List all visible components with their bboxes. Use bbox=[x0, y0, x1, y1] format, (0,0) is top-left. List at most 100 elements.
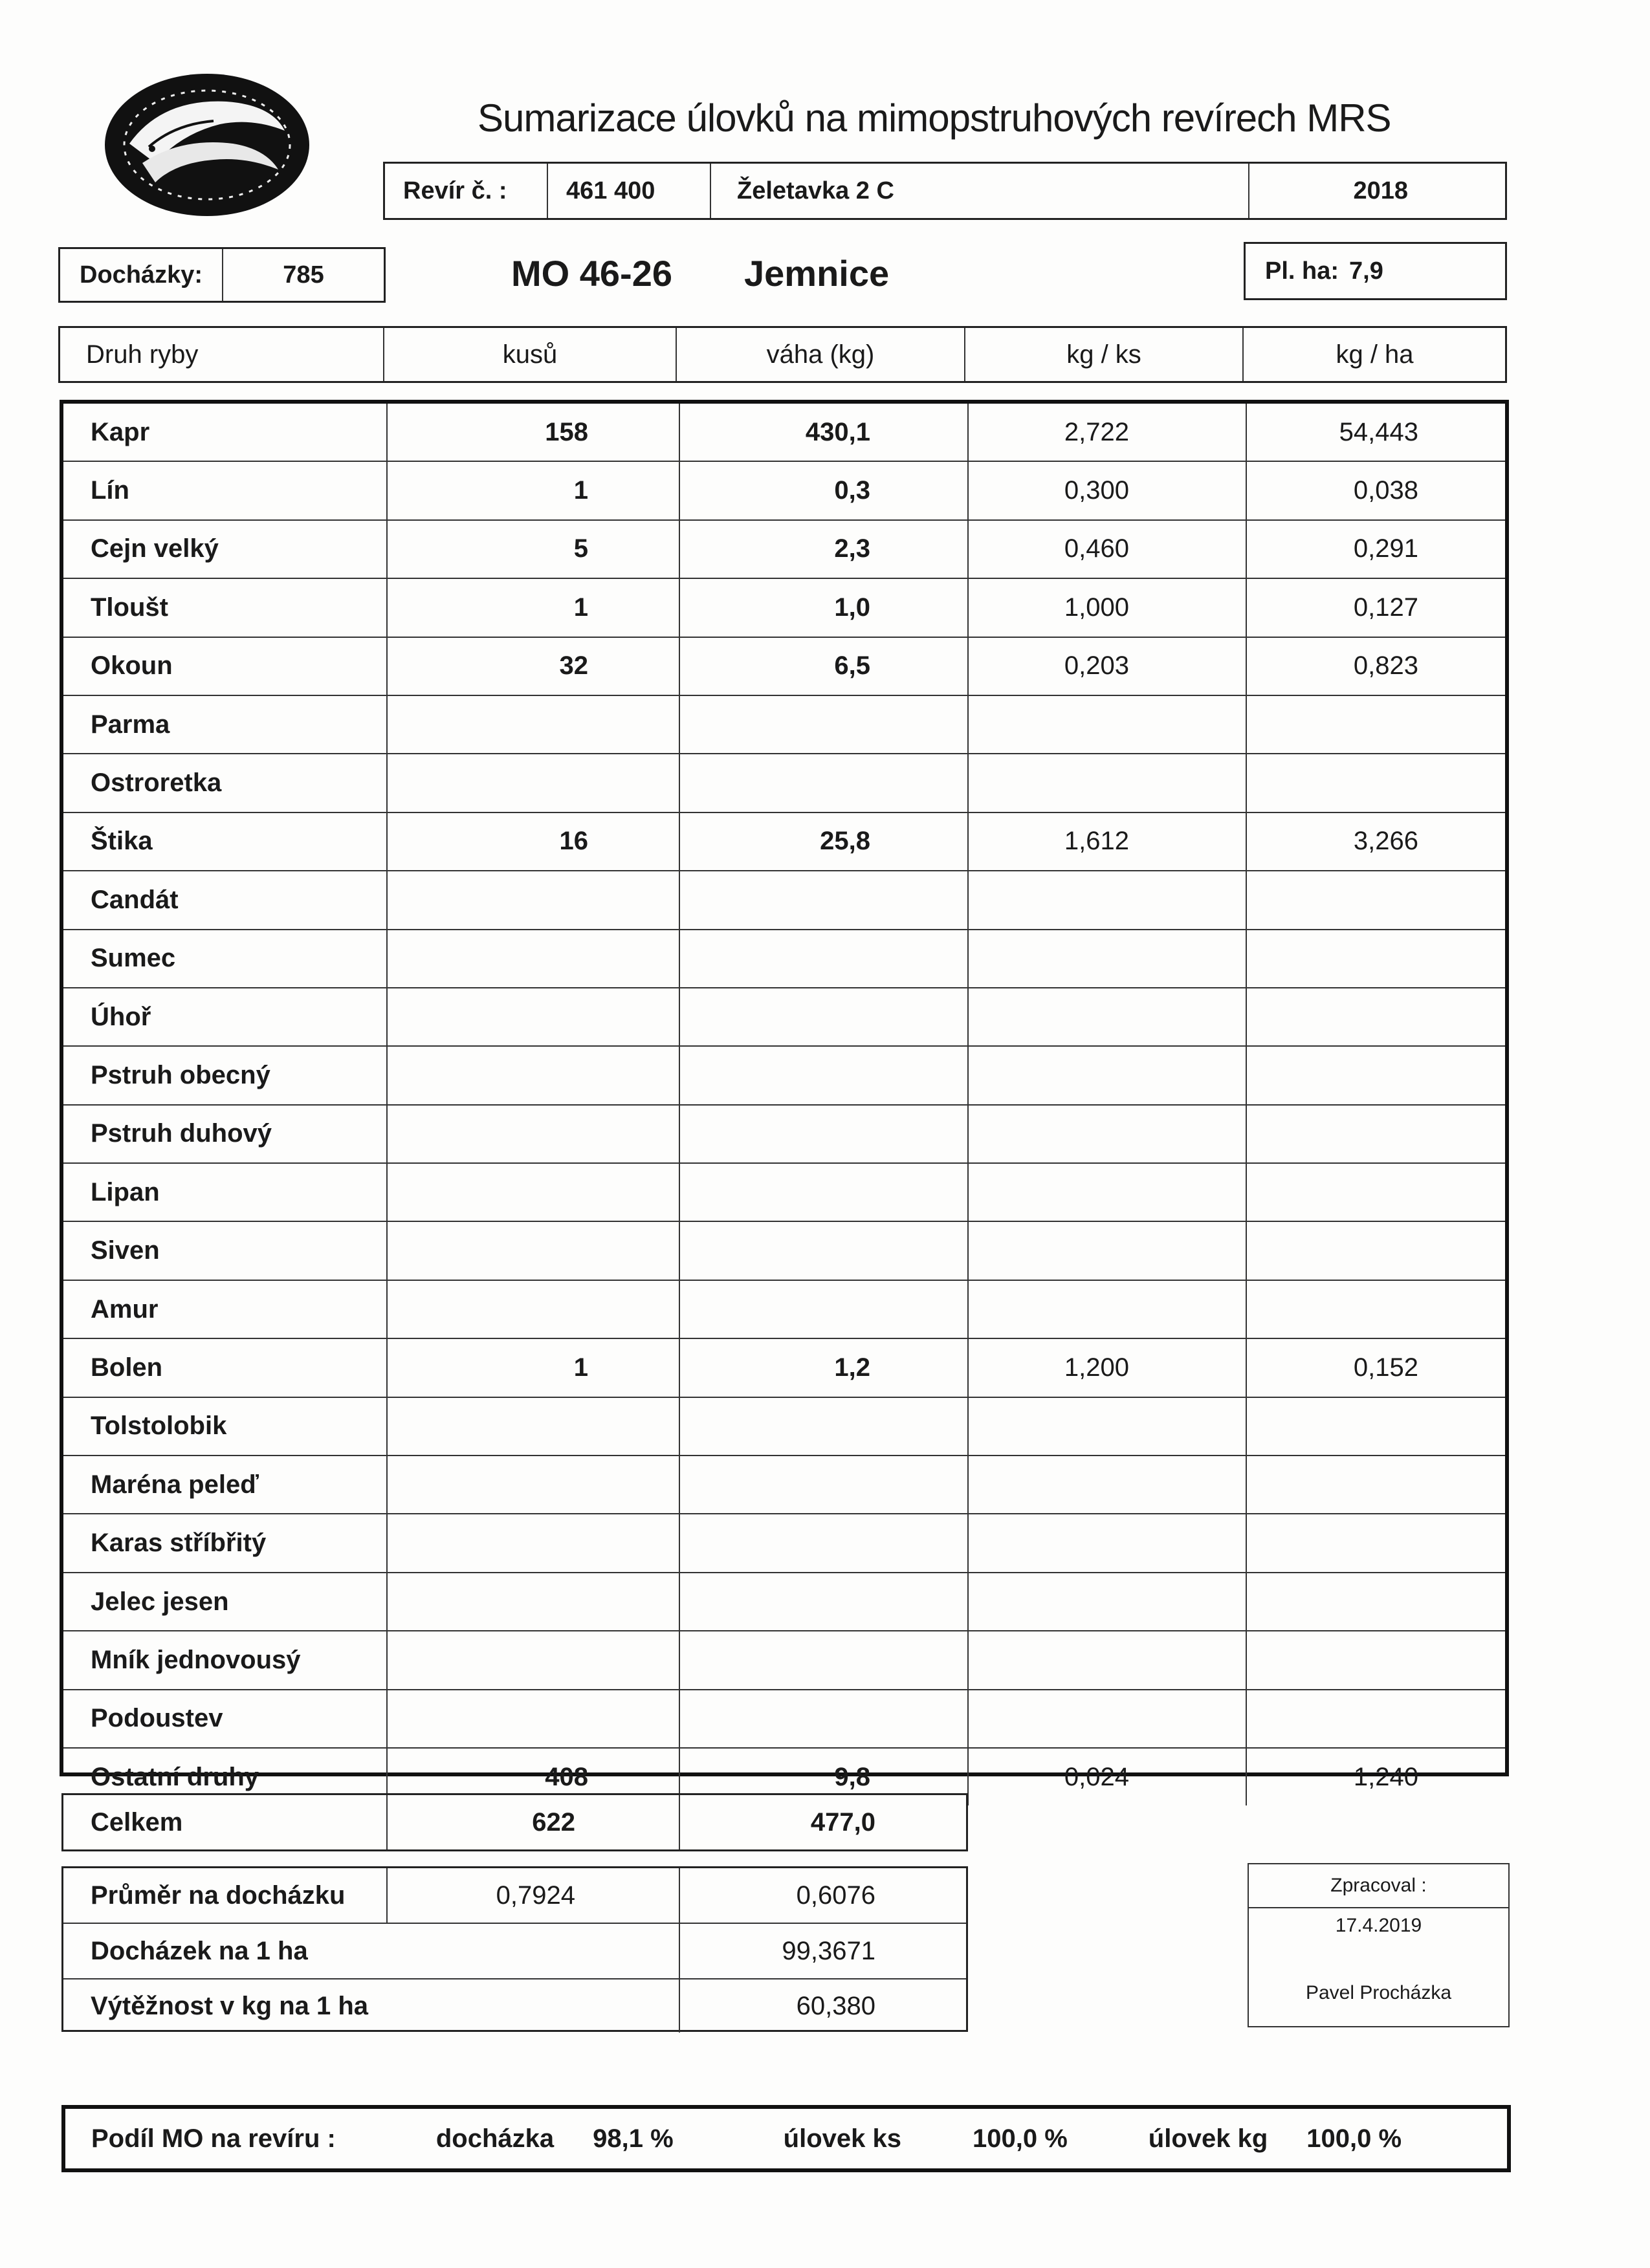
kg-per-piece-cell bbox=[969, 1105, 1247, 1163]
count-cell bbox=[388, 1456, 680, 1514]
kg-per-piece-cell bbox=[969, 695, 1247, 754]
dochazky-box: Docházky: 785 bbox=[58, 247, 386, 303]
total-weight: 477,0 bbox=[810, 1807, 875, 1837]
average-per-visit-label: Průměr na docházku bbox=[63, 1868, 388, 1923]
table-row: Amur bbox=[63, 1280, 1505, 1340]
kg-per-ha-cell bbox=[1247, 1398, 1509, 1455]
kg-per-piece-cell: 0,300 bbox=[969, 462, 1247, 519]
table-row: Siven bbox=[63, 1222, 1505, 1281]
weight-cell: 25,8 bbox=[680, 812, 969, 871]
species-name: Siven bbox=[63, 1222, 388, 1280]
weight-cell bbox=[680, 1047, 969, 1104]
weight-cell bbox=[680, 930, 969, 987]
species-name: Pstruh obecný bbox=[63, 1047, 388, 1104]
weight-cell: 9,8 bbox=[680, 1748, 969, 1806]
count-cell: 1 bbox=[388, 1339, 680, 1397]
weight-cell: 2,3 bbox=[680, 520, 969, 578]
count-cell: 32 bbox=[388, 637, 680, 695]
count-cell: 1 bbox=[388, 462, 680, 519]
processed-label: Zpracoval : bbox=[1249, 1864, 1508, 1908]
table-row: Parma bbox=[63, 695, 1505, 755]
count-cell bbox=[388, 1631, 680, 1689]
table-row: Ostroretka bbox=[63, 754, 1505, 813]
kg-per-piece-cell bbox=[969, 1164, 1247, 1221]
count-cell: 16 bbox=[388, 812, 680, 871]
weight-cell bbox=[680, 695, 969, 754]
species-name: Karas stříbřitý bbox=[63, 1514, 388, 1572]
count-cell bbox=[388, 930, 680, 987]
species-name: Štika bbox=[63, 812, 388, 871]
table-row: Pstruh obecný bbox=[63, 1047, 1505, 1106]
weight-cell bbox=[680, 1280, 969, 1338]
count-cell: 1 bbox=[388, 579, 680, 637]
count-cell bbox=[388, 1222, 680, 1280]
count-cell bbox=[388, 1514, 680, 1572]
kg-per-ha-cell: 0,152 bbox=[1353, 1353, 1418, 1382]
kg-per-piece-cell bbox=[969, 988, 1247, 1046]
column-header-weight: váha (kg) bbox=[677, 328, 965, 381]
table-row: Pstruh duhový bbox=[63, 1105, 1505, 1164]
species-name: Ostroretka bbox=[63, 754, 388, 812]
revir-box: Revír č. : 461 400 Želetavka 2 C 2018 bbox=[383, 162, 1507, 220]
species-name: Pstruh duhový bbox=[63, 1105, 388, 1163]
count-cell bbox=[388, 1105, 680, 1163]
kg-per-ha-cell: 1,240 bbox=[1353, 1762, 1418, 1791]
kg-per-piece-cell: 0,460 bbox=[969, 520, 1247, 578]
total-row: Celkem 622 477,0 bbox=[61, 1793, 968, 1851]
processed-by-name: Pavel Procházka bbox=[1305, 1982, 1452, 2003]
kg-per-ha-cell bbox=[1247, 1690, 1509, 1747]
kg-per-ha-cell bbox=[1247, 1281, 1509, 1338]
kg-per-ha-cell bbox=[1247, 930, 1509, 987]
dochazky-label: Docházky: bbox=[60, 249, 223, 301]
kg-per-piece-cell: 1,200 bbox=[969, 1339, 1247, 1397]
kg-per-piece-cell bbox=[969, 1047, 1247, 1104]
area-value: 7,9 bbox=[1349, 257, 1383, 285]
weight-cell bbox=[680, 1456, 969, 1514]
species-name: Úhoř bbox=[63, 988, 388, 1046]
weight-cell bbox=[680, 1105, 969, 1163]
share-label: Podíl MO na revíru : bbox=[91, 2124, 336, 2153]
kg-per-piece-cell bbox=[969, 1397, 1247, 1456]
species-name: Tloušt bbox=[63, 579, 388, 637]
weight-cell bbox=[680, 988, 969, 1046]
species-name: Maréna peleď bbox=[63, 1456, 388, 1514]
weight-cell: 430,1 bbox=[680, 404, 969, 461]
table-row: Okoun 32 6,5 0,203 0,823 bbox=[63, 637, 1505, 696]
revir-label: Revír č. : bbox=[385, 164, 548, 218]
kg-per-piece-cell: 1,000 bbox=[969, 579, 1247, 637]
kg-per-piece-cell bbox=[969, 1631, 1247, 1689]
species-name: Podoustev bbox=[63, 1690, 388, 1747]
table-row: Podoustev bbox=[63, 1690, 1505, 1749]
revir-year: 2018 bbox=[1353, 177, 1408, 204]
area-label: Pl. ha: bbox=[1265, 257, 1339, 285]
table-row: Lín 1 0,3 0,300 0,038 bbox=[63, 462, 1505, 521]
kg-per-piece-cell bbox=[969, 754, 1247, 812]
table-row: Maréna peleď bbox=[63, 1456, 1505, 1515]
weight-cell bbox=[680, 1164, 969, 1221]
kg-per-ha-cell bbox=[1247, 1573, 1509, 1630]
species-name: Jelec jesen bbox=[63, 1573, 388, 1631]
table-row: Jelec jesen bbox=[63, 1573, 1505, 1632]
column-header-count: kusů bbox=[384, 328, 677, 381]
kg-per-ha-cell bbox=[1247, 1222, 1509, 1279]
kg-per-ha-cell bbox=[1247, 1047, 1509, 1104]
table-row: Úhoř bbox=[63, 988, 1505, 1047]
species-name: Lín bbox=[63, 462, 388, 519]
column-header-row: Druh ryby kusů váha (kg) kg / ks kg / ha bbox=[58, 326, 1507, 383]
kg-per-ha-cell bbox=[1247, 754, 1509, 811]
count-cell bbox=[388, 1047, 680, 1104]
kg-per-ha-cell: 54,443 bbox=[1339, 417, 1418, 446]
column-header-species: Druh ryby bbox=[60, 328, 384, 381]
yield-per-ha-value: 60,380 bbox=[796, 1991, 875, 2020]
weight-cell bbox=[680, 1631, 969, 1689]
count-cell bbox=[388, 1690, 680, 1747]
kg-per-ha-cell: 0,127 bbox=[1353, 593, 1418, 622]
species-name: Amur bbox=[63, 1280, 388, 1338]
count-cell: 408 bbox=[388, 1748, 680, 1806]
kg-per-piece-cell: 0,024 bbox=[969, 1748, 1247, 1806]
species-name: Ostatní druhy bbox=[63, 1748, 388, 1806]
species-name: Cejn velký bbox=[63, 520, 388, 578]
species-name: Kapr bbox=[63, 404, 388, 461]
kg-per-ha-cell bbox=[1247, 1456, 1509, 1513]
table-row: Mník jednovousý bbox=[63, 1631, 1505, 1690]
